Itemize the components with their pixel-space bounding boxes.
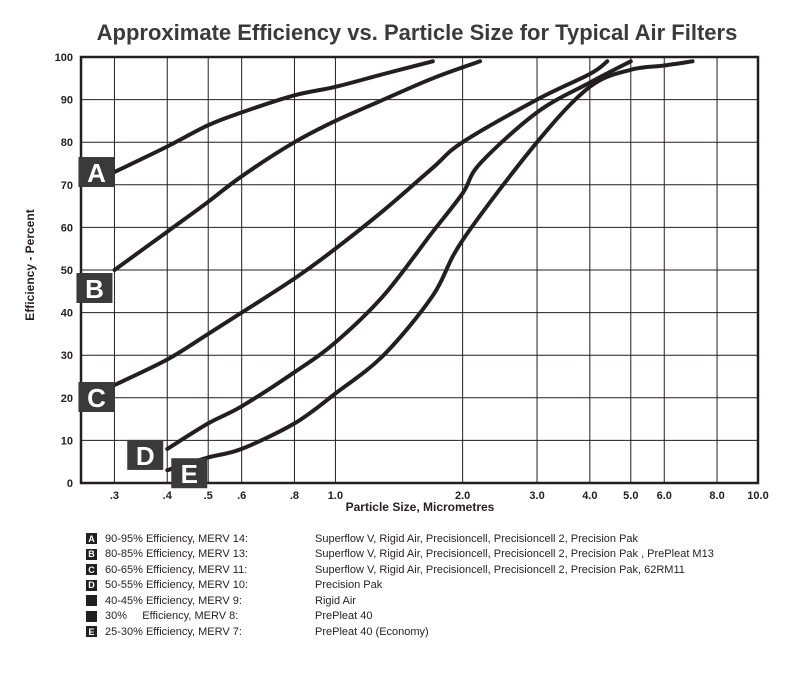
y-tick-label: 100 xyxy=(55,52,73,64)
legend-row: A 90-95% Efficiency, MERV 14: Superflow V,… xyxy=(86,531,638,546)
legend-marker: B xyxy=(86,548,97,560)
x-tick-label: 1.0 xyxy=(328,490,343,502)
legend-row: 30% Efficiency, MERV 8: PrePleat 40 xyxy=(86,609,372,624)
x-tick-label: 2.0 xyxy=(455,490,470,502)
x-tick-label: 3.0 xyxy=(529,490,544,502)
legend-efficiency: 60-65% Efficiency, MERV 11: xyxy=(105,563,248,576)
series-line-c xyxy=(112,59,610,387)
legend-products: Superflow V, Rigid Air, Precisioncell, P… xyxy=(315,563,685,576)
y-tick-label: 40 xyxy=(61,308,73,320)
legend-marker: A xyxy=(86,533,97,544)
curve-labels: A B CDE xyxy=(76,157,208,489)
legend-row: 40-45% Efficiency, MERV 9: Rigid Air xyxy=(86,593,356,608)
legend-efficiency: 80-85% Efficiency, MERV 13: xyxy=(105,548,249,560)
legend-products: Precision Pak xyxy=(315,579,383,591)
legend-efficiency: 30% Efficiency, MERV 8: xyxy=(105,610,239,622)
legend-marker: E xyxy=(86,626,97,637)
series-line-b xyxy=(112,59,483,272)
curve-label-box-a xyxy=(78,157,115,188)
curve-label-box-e xyxy=(171,458,208,489)
curve-label-box-d xyxy=(127,439,164,470)
legend-products: Superflow V, Rigid Air, Precisioncell, P… xyxy=(315,548,714,560)
legend-products: Rigid Air xyxy=(315,594,356,607)
legend-marker: C xyxy=(86,564,97,575)
legend-row: E 25-30% Efficiency, MERV 7: PrePleat 40 (… xyxy=(86,624,429,639)
y-axis-title: Efficiency - Percent xyxy=(23,209,37,320)
series-line-e xyxy=(165,59,695,473)
curve-label-box-b xyxy=(76,273,113,303)
x-tick-label: 6.0 xyxy=(657,490,672,502)
x-tick-label: .8 xyxy=(290,490,299,502)
curve-label-a: A xyxy=(87,158,106,188)
y-tick-label: 30 xyxy=(61,350,73,362)
x-tick-label: .6 xyxy=(237,490,246,502)
curve-label-box-c xyxy=(78,382,115,413)
legend-marker xyxy=(86,595,97,606)
y-tick-label: 80 xyxy=(61,137,73,149)
y-tick-label: 50 xyxy=(61,265,73,277)
x-tick-label: .4 xyxy=(163,490,173,502)
legend-marker: D xyxy=(86,579,97,591)
y-tick-label: 70 xyxy=(61,180,73,192)
legend-row: B 80-85% Efficiency, MERV 13: Superflow V,… xyxy=(86,547,714,562)
legend-efficiency: 40-45% Efficiency, MERV 9: xyxy=(105,594,242,607)
legend-efficiency: 50-55% Efficiency, MERV 10: xyxy=(105,579,249,591)
legend-products: PrePleat 40 (Economy) xyxy=(315,625,429,638)
y-tick-label: 10 xyxy=(61,435,73,447)
curve-label-b: B xyxy=(85,274,104,304)
y-tick-label: 60 xyxy=(61,222,73,234)
x-tick-label: .3 xyxy=(110,490,119,502)
curve-label-d: D xyxy=(136,441,155,471)
legend-products: PrePleat 40 xyxy=(315,610,373,622)
x-tick-label: 5.0 xyxy=(623,490,638,502)
legend-row: C 60-65% Efficiency, MERV 11: Superflow V,… xyxy=(86,562,685,577)
x-tick-label: .5 xyxy=(204,490,213,502)
series-line-d xyxy=(165,59,633,451)
x-tick-label: 4.0 xyxy=(582,490,597,502)
y-tick-label: 20 xyxy=(61,393,73,405)
plot-frame xyxy=(79,55,760,485)
curve-label-c: C xyxy=(87,383,106,413)
legend-efficiency: 90-95% Efficiency, MERV 14: xyxy=(105,532,249,545)
curve-label-e: E xyxy=(181,459,198,489)
legend-efficiency: 25-30% Efficiency, MERV 7: xyxy=(105,625,242,638)
legend-marker xyxy=(86,610,97,622)
x-axis-title: Particle Size, Micrometres xyxy=(346,500,495,514)
series-lines xyxy=(112,59,695,473)
legend-products: Superflow V, Rigid Air, Precisioncell, P… xyxy=(315,532,639,545)
x-tick-label: 10.0 xyxy=(747,490,768,502)
y-tick-label: 90 xyxy=(61,95,73,107)
series-line-a xyxy=(112,59,435,174)
chart-title: Approximate Efficiency vs. Particle Size… xyxy=(97,20,738,45)
grid xyxy=(81,56,759,484)
legend-row: D 50-55% Efficiency, MERV 10: Precision Pa… xyxy=(86,578,382,593)
y-tick-label: 0 xyxy=(67,478,73,490)
x-tick-label: 8.0 xyxy=(709,490,724,502)
x-tick-labels: .3 .4 .5 .6 .8 1.0 2.0 3.0 4.0 5.0 6.0 8.0 10.0 xyxy=(110,490,769,502)
y-tick-labels: 0 10 20 30 40 50 60 70 80 90 100 xyxy=(55,52,73,490)
